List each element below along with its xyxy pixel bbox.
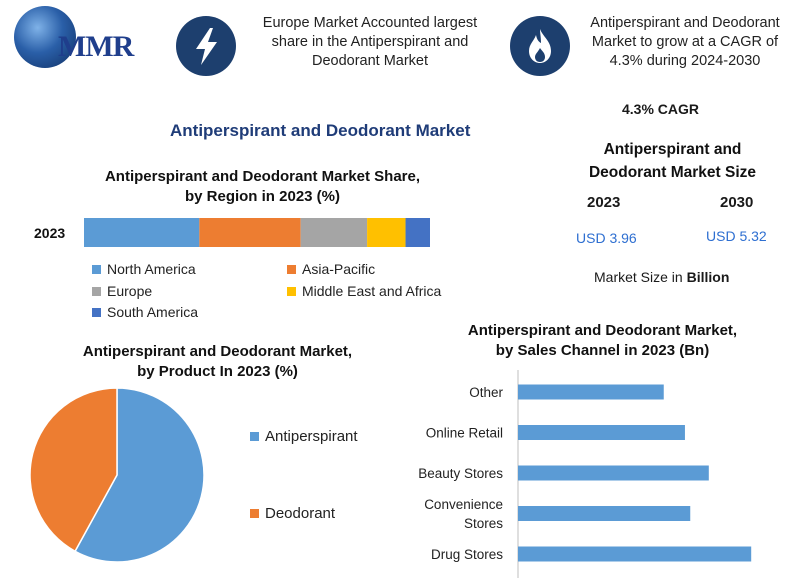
channel-bar bbox=[518, 384, 664, 400]
pie-slice bbox=[29, 388, 118, 553]
legend-swatch bbox=[92, 265, 101, 274]
legend-middle-east-africa: Middle East and Africa bbox=[287, 283, 441, 299]
region-bar-segment bbox=[199, 218, 301, 247]
region-chart-title-line-1: Antiperspirant and Deodorant Market Shar… bbox=[104, 168, 421, 185]
legend-swatch bbox=[92, 308, 101, 317]
legend-deodorant: Deodorant bbox=[250, 505, 335, 522]
unit-prefix: Market Size in bbox=[594, 269, 687, 285]
legend-swatch bbox=[287, 265, 296, 274]
headline-1-line-2: share in the Antiperspirant and bbox=[271, 34, 469, 50]
channel-bar bbox=[518, 465, 709, 481]
unit-note: Market Size in Billion bbox=[594, 269, 729, 285]
market-size-title-line-1: Antiperspirant and bbox=[603, 141, 742, 158]
year-2030: 2030 bbox=[720, 194, 754, 211]
flame-icon bbox=[529, 29, 551, 63]
region-bar-segment bbox=[84, 218, 200, 247]
region-bar-segment bbox=[367, 218, 406, 247]
headline-1-line-3: Deodorant Market bbox=[311, 53, 429, 69]
cagr-label: 4.3% CAGR bbox=[622, 101, 700, 117]
channel-category-label: Beauty Stores bbox=[418, 466, 503, 481]
logo-globe bbox=[14, 6, 76, 68]
headline-1: Europe Market Accounted largest share in… bbox=[238, 14, 502, 71]
region-chart-title: Antiperspirant and Deodorant Market Shar… bbox=[70, 167, 455, 207]
channel-bar bbox=[518, 546, 752, 562]
legend-south-america: South America bbox=[92, 304, 198, 320]
headline-badge-2 bbox=[510, 16, 570, 76]
pie-slice bbox=[74, 388, 205, 563]
region-bar-segment bbox=[405, 218, 430, 247]
channel-bar-chart: Other Online Retail Beauty Stores Convenien… bbox=[418, 370, 752, 578]
headline-2-line-2: Market to grow at a CAGR of bbox=[591, 34, 779, 50]
channel-chart-title: Antiperspirant and Deodorant Market, by … bbox=[430, 321, 775, 361]
market-size-title-line-2: Deodorant Market Size bbox=[588, 164, 757, 181]
legend-swatch bbox=[250, 509, 259, 518]
channel-chart-title-line-1: Antiperspirant and Deodorant Market, bbox=[467, 322, 738, 339]
legend-label: South America bbox=[107, 304, 199, 320]
region-segments bbox=[84, 218, 430, 247]
region-stacked-bar-chart: 2023 bbox=[34, 218, 430, 247]
legend-asia-pacific: Asia-Pacific bbox=[287, 261, 375, 277]
channel-bar bbox=[518, 506, 691, 521]
region-chart-title-line-2: by Region in 2023 (%) bbox=[184, 188, 341, 205]
unit-bold: Billion bbox=[686, 269, 730, 285]
legend-label: North America bbox=[107, 261, 196, 277]
legend-label: Middle East and Africa bbox=[302, 283, 442, 299]
channel-category-label: Convenience Stores bbox=[424, 497, 503, 531]
product-chart-title-line-2: by Product In 2023 (%) bbox=[137, 363, 298, 380]
legend-north-america: North America bbox=[92, 261, 196, 277]
legend-europe: Europe bbox=[92, 283, 152, 299]
legend-label: Antiperspirant bbox=[265, 428, 358, 445]
legend-swatch bbox=[250, 432, 259, 441]
legend-label: Deodorant bbox=[265, 505, 336, 522]
headline-2-line-3: 4.3% during 2024-2030 bbox=[609, 53, 761, 69]
product-chart-title: Antiperspirant and Deodorant Market, by … bbox=[40, 342, 395, 382]
region-category-label: 2023 bbox=[34, 225, 65, 241]
logo-text: MMR bbox=[58, 30, 134, 63]
headline-2: Antiperspirant and Deodorant Market to g… bbox=[572, 14, 798, 71]
channel-category-label: Drug Stores bbox=[431, 547, 503, 562]
value-2023: USD 3.96 bbox=[576, 230, 637, 246]
region-bar-segment bbox=[300, 218, 368, 247]
product-pie-chart bbox=[29, 388, 205, 563]
legend-label: Europe bbox=[107, 283, 153, 299]
channel-chart-title-line-2: by Sales Channel in 2023 (Bn) bbox=[495, 342, 710, 359]
value-2030: USD 5.32 bbox=[706, 228, 767, 244]
product-chart-title-line-1: Antiperspirant and Deodorant Market, bbox=[82, 343, 353, 360]
lightning-icon bbox=[196, 28, 217, 65]
channel-bar bbox=[518, 425, 685, 440]
legend-swatch bbox=[287, 287, 296, 296]
year-2023: 2023 bbox=[587, 194, 621, 211]
headline-badge-1 bbox=[176, 16, 236, 76]
market-size-title: Antiperspirant and Deodorant Market Size bbox=[565, 138, 780, 184]
legend-antiperspirant: Antiperspirant bbox=[250, 428, 358, 445]
legend-label: Asia-Pacific bbox=[302, 261, 376, 277]
headline-1-line-1: Europe Market Accounted largest bbox=[262, 15, 478, 31]
channel-category-label: Other bbox=[469, 385, 503, 400]
headline-2-line-1: Antiperspirant and Deodorant bbox=[590, 15, 780, 31]
channel-category-label: Online Retail bbox=[426, 426, 503, 441]
legend-swatch bbox=[92, 287, 101, 296]
page-title: Antiperspirant and Deodorant Market bbox=[170, 121, 471, 140]
